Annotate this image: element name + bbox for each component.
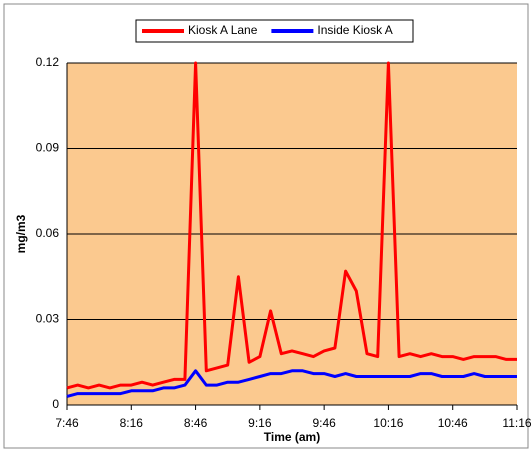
data-line	[66, 369, 517, 398]
x-tick-label: 10:46	[438, 416, 468, 430]
y-tick-label: 0.09	[36, 141, 60, 155]
y-tick-label: 0	[52, 397, 59, 411]
y-tick-label: 0.12	[36, 55, 60, 69]
x-axis-label: Time (am)	[264, 430, 320, 444]
y-axis-label: mg/m3	[14, 214, 28, 253]
x-tick-label: 9:46	[312, 416, 336, 430]
legend-label: Inside Kiosk A	[317, 23, 392, 37]
x-tick-label: 8:46	[184, 416, 208, 430]
x-tick-label: 11:16	[502, 416, 531, 430]
data-line	[66, 61, 517, 390]
x-tick-label: 9:16	[248, 416, 272, 430]
y-tick-label: 0.03	[36, 312, 60, 326]
x-tick-label: 8:16	[120, 416, 144, 430]
x-tick-label: 10:16	[373, 416, 403, 430]
x-tick-label: 7:46	[55, 416, 79, 430]
y-tick-label: 0.06	[36, 226, 60, 240]
legend-label: Kiosk A Lane	[188, 23, 258, 37]
